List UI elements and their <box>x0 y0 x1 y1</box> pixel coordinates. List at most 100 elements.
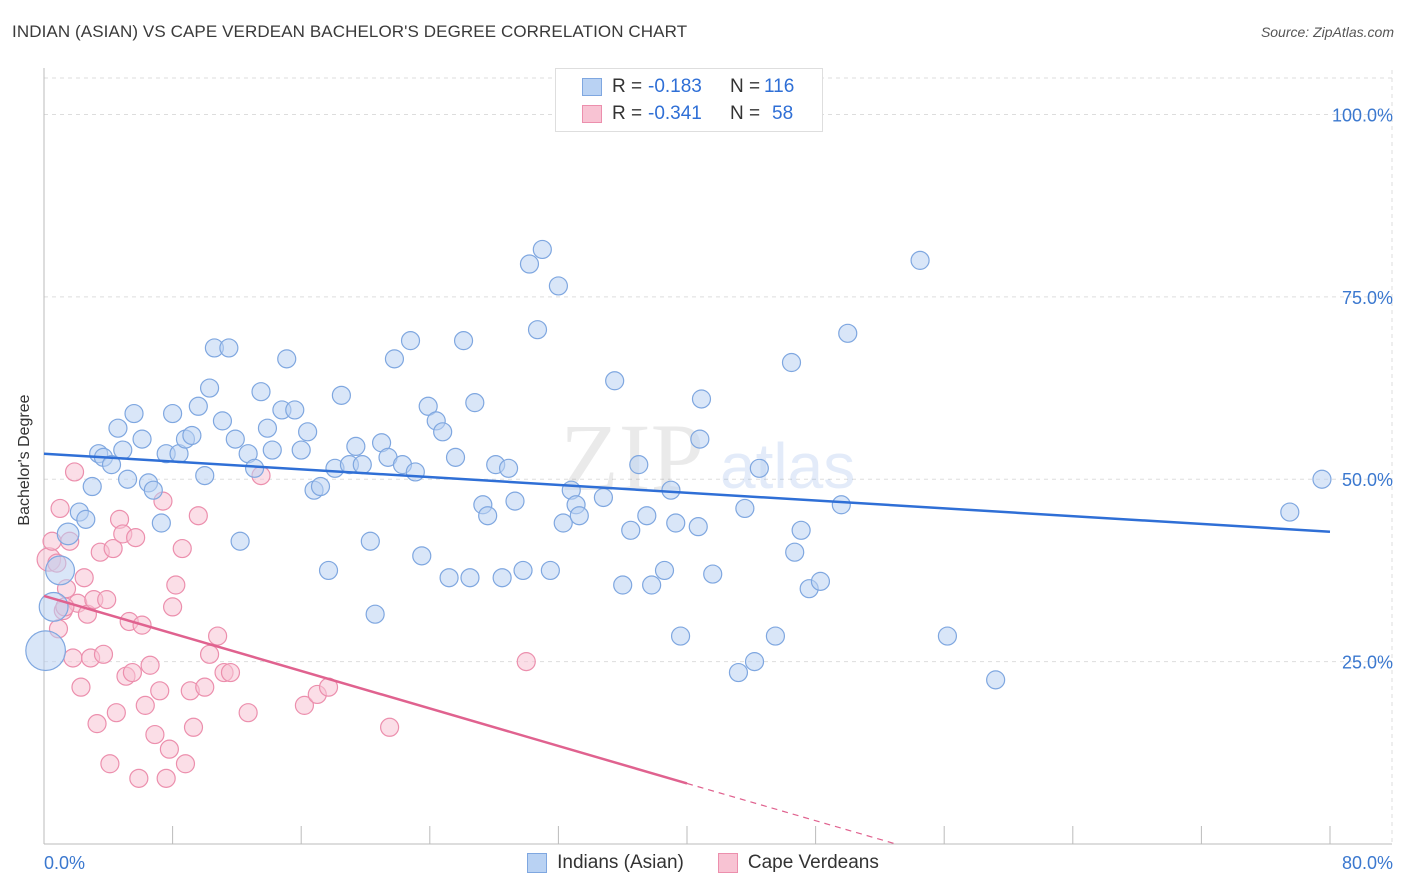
indian-asian-point <box>532 239 552 260</box>
indian-asian-point <box>262 440 282 460</box>
n-label: N = <box>730 76 761 97</box>
cape-verdean-point <box>150 681 170 701</box>
indian-asian-point <box>384 349 405 369</box>
indian-asian-point <box>505 491 525 511</box>
y-tick-label: 75.0% <box>1342 288 1393 308</box>
indians-trend-line <box>43 452 1331 534</box>
indian-asian-point <box>637 506 657 526</box>
cape-verdeans-legend-swatch <box>717 853 738 873</box>
cape-verdean-point <box>74 568 94 588</box>
cape-verdean-point <box>156 768 176 788</box>
indian-asian-point <box>513 560 533 581</box>
cape-verdean-point <box>93 644 114 664</box>
chart-title: INDIAN (ASIAN) VS CAPE VERDEAN BACHELOR'… <box>12 22 688 41</box>
indian-asian-point <box>621 520 641 540</box>
cape-verdean-point <box>220 662 241 683</box>
cape-verdean-point <box>129 768 149 788</box>
cape-verdean-point <box>166 575 186 595</box>
indian-asian-point <box>1280 502 1300 522</box>
indian-asian-point <box>76 509 96 529</box>
indian-asian-point <box>654 560 675 581</box>
indian-asian-point <box>910 250 930 270</box>
indian-asian-point <box>257 418 278 438</box>
indian-asian-point <box>540 560 560 581</box>
indian-asian-point <box>439 568 459 588</box>
indian-asian-point <box>117 469 138 489</box>
indian-asian-point <box>749 458 769 478</box>
cape-verdean-point <box>159 739 179 759</box>
indian-asian-point <box>527 320 548 340</box>
indian-asian-point <box>642 575 662 595</box>
indian-asian-point <box>212 411 233 431</box>
cape-verdean-point <box>103 538 123 559</box>
indian-asian-point <box>310 476 331 497</box>
cape-verdean-point <box>63 648 83 668</box>
indian-asian-point <box>244 458 265 478</box>
indian-asian-point <box>298 422 318 442</box>
cape-verdean-point <box>145 724 165 745</box>
indian-asian-point <box>810 571 831 591</box>
indian-asian-point <box>230 531 250 551</box>
n-value: 58 <box>772 103 794 124</box>
indian-asian-point <box>781 352 802 373</box>
y-tick-label: 100.0% <box>1332 105 1393 125</box>
indians-swatch <box>582 78 602 96</box>
source-label: Source: ZipAtlas.com <box>1260 24 1394 40</box>
y-axis-label: Bachelor's Degree <box>16 394 33 526</box>
indian-asian-point <box>400 331 421 351</box>
indian-asian-point <box>346 436 366 457</box>
indian-asian-point <box>418 396 438 416</box>
indian-asian-point <box>791 520 811 540</box>
indian-asian-point <box>937 626 958 646</box>
cape-verdean-point <box>122 662 143 683</box>
indian-asian-point <box>593 487 614 508</box>
legend-label: Cape Verdeans <box>747 852 879 873</box>
indian-asian-point <box>38 591 69 622</box>
cape-verdean-point <box>87 714 107 734</box>
cape-verdean-point <box>50 498 70 519</box>
indian-asian-point <box>132 429 152 449</box>
x-tick-label: 80.0% <box>1342 853 1393 873</box>
indian-asian-point <box>465 393 485 413</box>
indian-asian-point <box>613 575 633 595</box>
stats-row-indians: R = -0.183 N = 116 <box>582 75 794 99</box>
cape-verdean-point <box>195 677 215 697</box>
cape-verdean-point <box>183 717 204 737</box>
cape-verdean-point <box>140 655 160 675</box>
indian-asian-point <box>453 331 474 351</box>
cape-verdean-point <box>175 754 196 774</box>
indian-asian-point <box>45 555 76 586</box>
indian-asian-point <box>360 531 380 551</box>
legend-item-indians[interactable]: Indians (Asian) <box>527 852 684 874</box>
r-value: -0.183 <box>648 76 702 97</box>
indian-asian-point <box>251 382 271 402</box>
indian-asian-point <box>785 542 805 562</box>
trend-lines <box>43 452 1331 845</box>
cape-verdean-point <box>71 677 91 697</box>
indian-asian-point <box>691 389 712 409</box>
cape-verdean-point <box>516 652 536 672</box>
indian-asian-point <box>151 513 171 533</box>
indian-asian-point <box>553 513 573 533</box>
legend-item-cape-verdeans[interactable]: Cape Verdeans <box>717 852 879 874</box>
indian-asian-point <box>352 455 372 475</box>
indian-asian-point <box>1312 469 1332 489</box>
indian-asian-point <box>331 385 351 405</box>
cape-verdean-point <box>100 754 120 774</box>
indian-asian-point <box>124 403 144 424</box>
indian-asian-point <box>182 425 202 446</box>
r-label: R = <box>612 103 643 124</box>
indian-asian-point <box>986 670 1006 690</box>
y-tick-label: 50.0% <box>1342 470 1393 490</box>
cape-verdean-point <box>64 462 85 482</box>
indian-asian-point <box>519 254 540 274</box>
indian-asian-point <box>765 626 786 646</box>
r-value: -0.341 <box>648 103 702 124</box>
indian-asian-point <box>498 458 519 478</box>
indian-asian-point <box>728 662 749 683</box>
n-value: 116 <box>764 76 795 97</box>
cape-verdean-point <box>106 703 126 723</box>
cape-verdean-point <box>238 703 258 723</box>
indian-asian-point <box>108 418 128 438</box>
